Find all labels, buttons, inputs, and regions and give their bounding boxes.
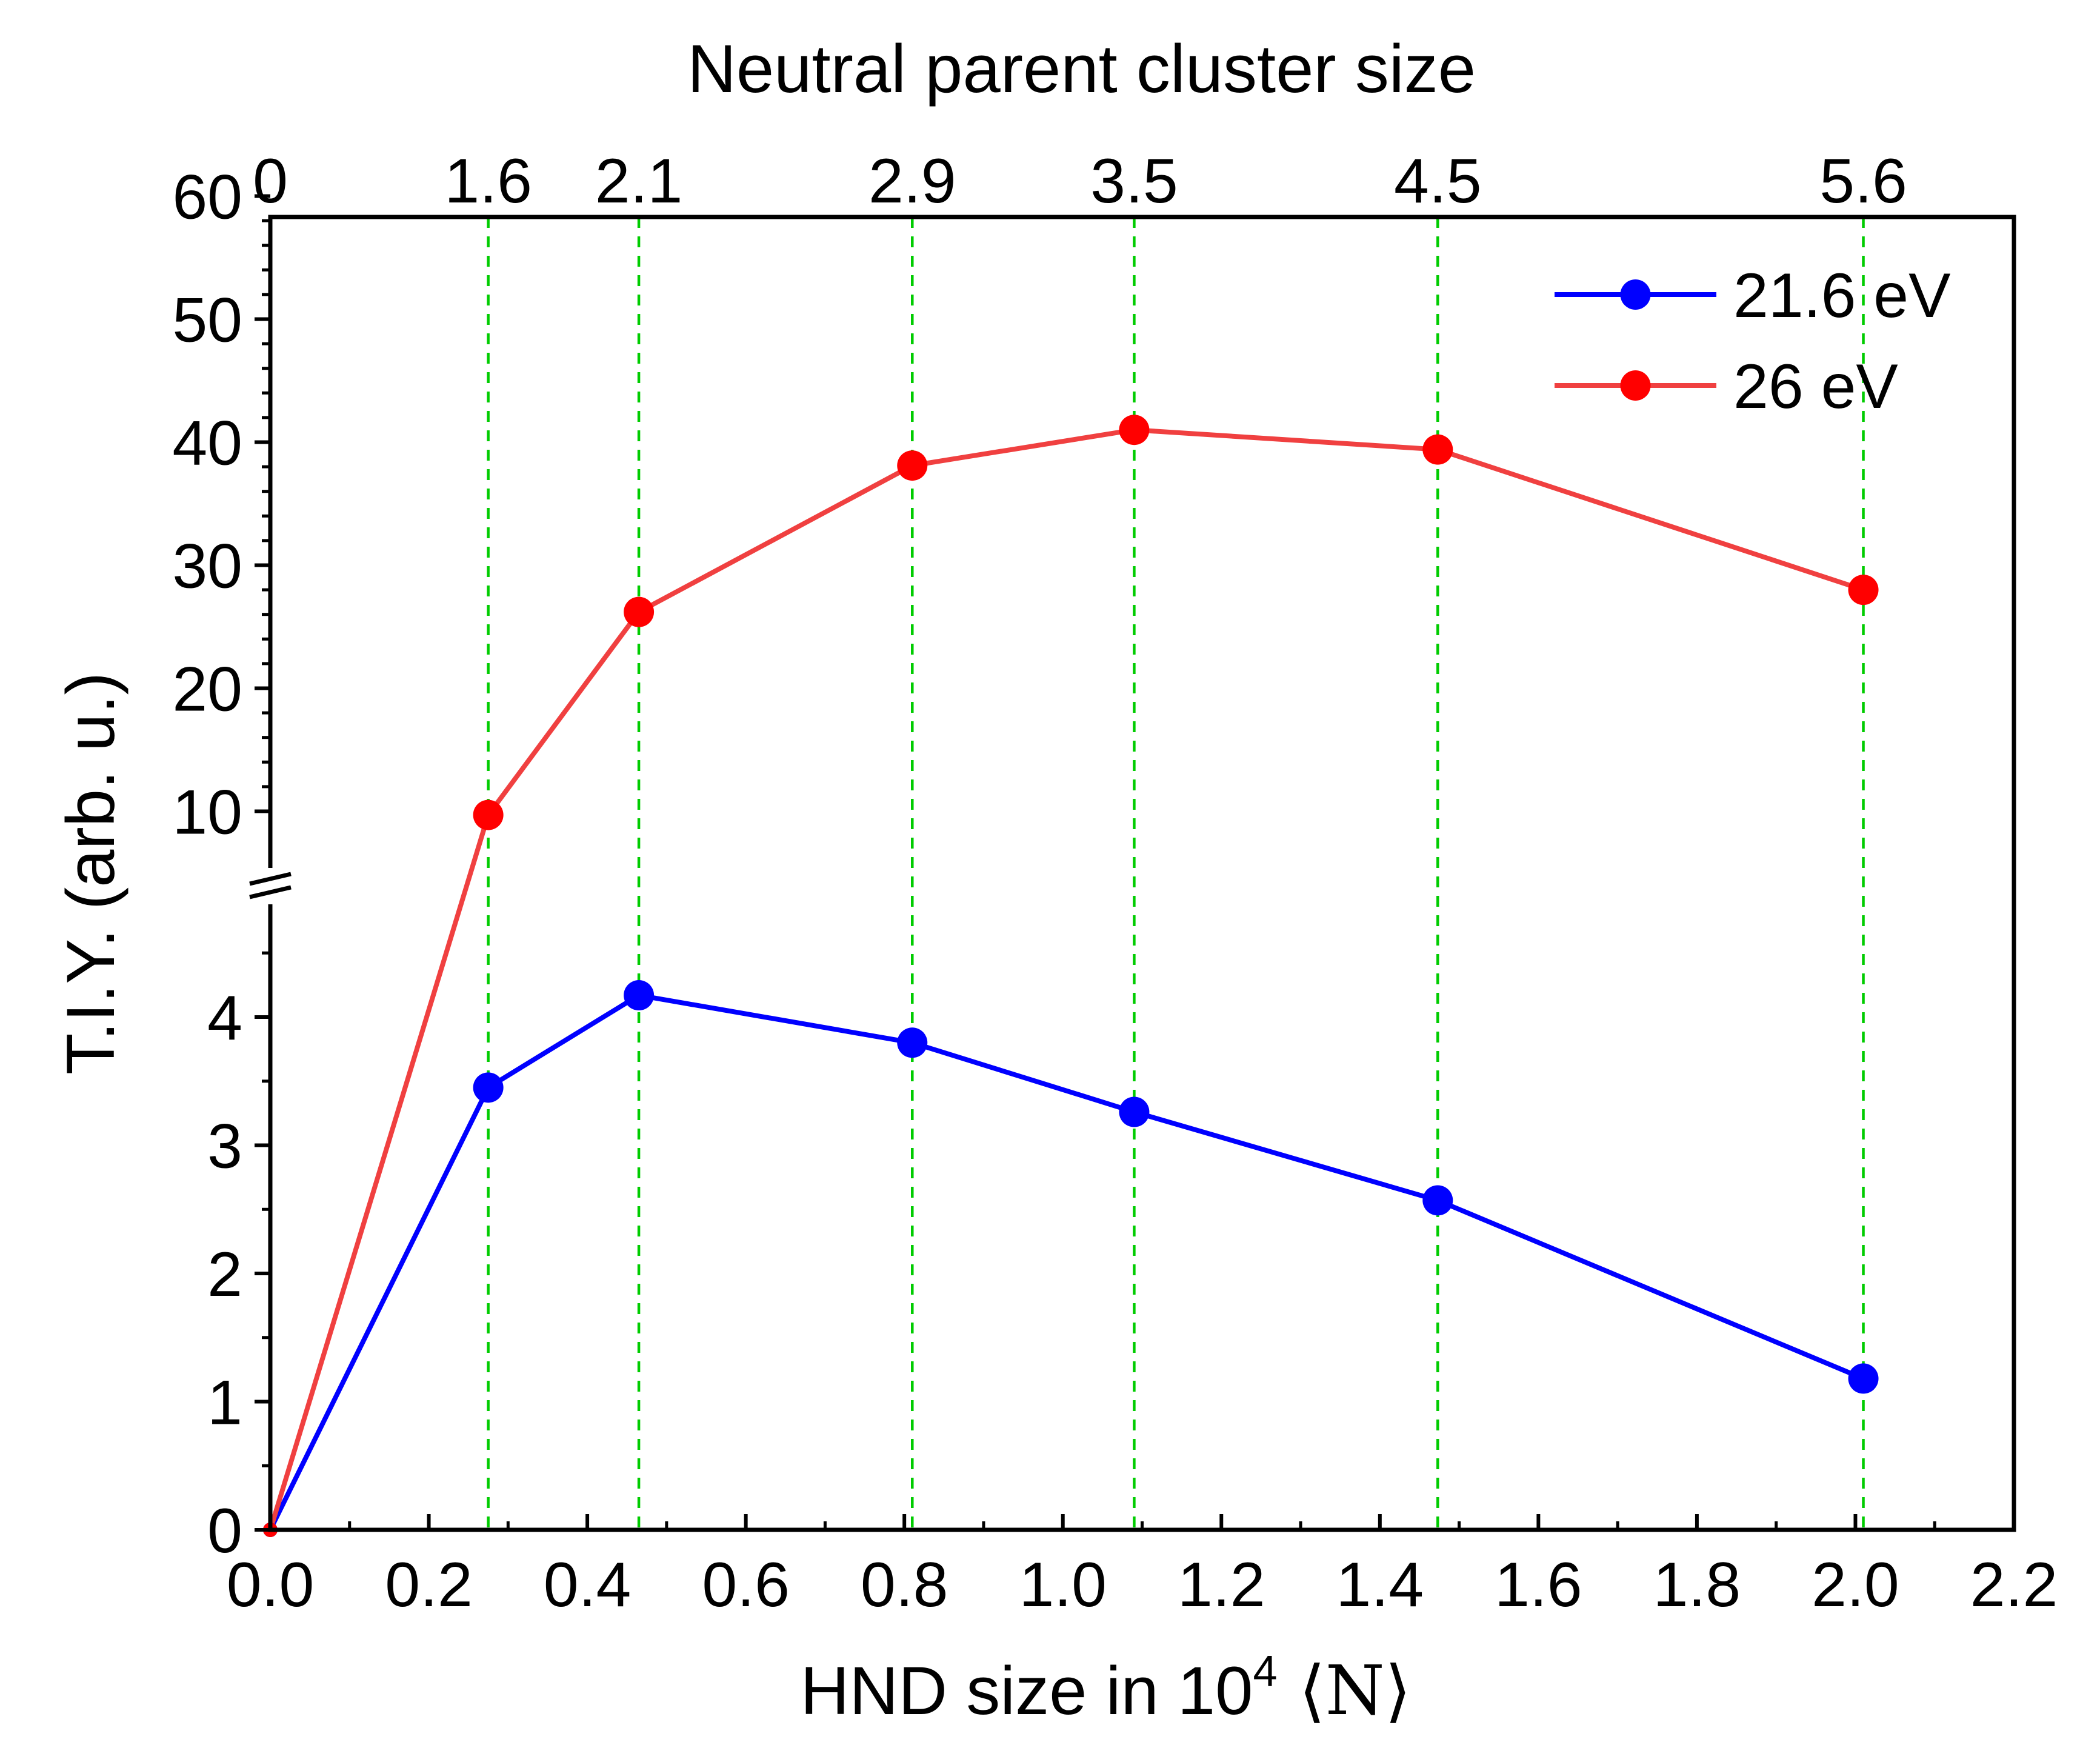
top-tick-label: 1.6	[444, 146, 532, 216]
top-tick-label: 2.9	[868, 146, 956, 216]
axis-break-mark	[249, 885, 292, 899]
x-tick-label: 1.6	[1495, 1550, 1582, 1620]
x-tick-label: 1.0	[1019, 1550, 1107, 1620]
legend-marker-1	[1620, 370, 1651, 401]
top-axis-title: Neutral parent cluster size	[687, 31, 1476, 107]
data-point	[1119, 415, 1150, 445]
x-tick-label: 2.0	[1812, 1550, 1899, 1620]
data-point	[1848, 575, 1879, 606]
y-tick-label: 10	[172, 778, 242, 848]
top-tick-label: 4.5	[1394, 146, 1482, 216]
data-point	[1848, 1363, 1879, 1394]
y-tick-label: 50	[172, 285, 242, 356]
x-tick-label: 0.0	[227, 1550, 315, 1620]
y-tick-label: 20	[172, 655, 242, 725]
data-point	[473, 1072, 504, 1103]
x-tick-label: 2.2	[1970, 1550, 2058, 1620]
x-axis-title: HND size in 104 ⟨N⟩	[801, 1647, 1412, 1730]
x-tick-label: 0.4	[544, 1550, 632, 1620]
axis-break-mark	[249, 872, 292, 886]
x-tick-label: 1.4	[1336, 1550, 1424, 1620]
top-tick-label: 3.5	[1090, 146, 1178, 216]
data-point	[1422, 434, 1453, 465]
y-tick-label: 4	[207, 983, 242, 1053]
y-axis-title: T.I.Y. (arb. u.)	[53, 672, 128, 1075]
x-tick-label: 0.6	[702, 1550, 790, 1620]
data-point	[624, 980, 655, 1011]
data-point	[624, 596, 655, 627]
y-tick-label: 30	[172, 532, 242, 602]
x-tick-label: 1.8	[1653, 1550, 1741, 1620]
y-tick-label: 1	[207, 1368, 242, 1438]
x-tick-label: 0.2	[385, 1550, 473, 1620]
top-tick-label: 5.6	[1819, 146, 1907, 216]
axis-break-gap	[252, 868, 288, 904]
data-point	[897, 1027, 928, 1058]
x-tick-label: 1.2	[1178, 1550, 1265, 1620]
x-tick-label: 0.8	[861, 1550, 948, 1620]
y-tick-label: 3	[207, 1112, 242, 1182]
top-tick-label: 2.1	[595, 146, 683, 216]
data-point	[1422, 1185, 1453, 1216]
legend-marker-0	[1620, 279, 1651, 310]
data-point	[473, 799, 504, 830]
top-tick-label: 0	[253, 146, 288, 216]
legend-label-0: 21.6 eV	[1733, 261, 1951, 331]
y-tick-label: 0	[207, 1496, 242, 1566]
data-point	[1119, 1096, 1150, 1127]
y-tick-label: 40	[172, 409, 242, 479]
y-tick-label: 60	[172, 162, 242, 233]
legend-label-1: 26 eV	[1733, 352, 1898, 422]
data-point	[897, 450, 928, 481]
y-tick-label: 2	[207, 1240, 242, 1310]
